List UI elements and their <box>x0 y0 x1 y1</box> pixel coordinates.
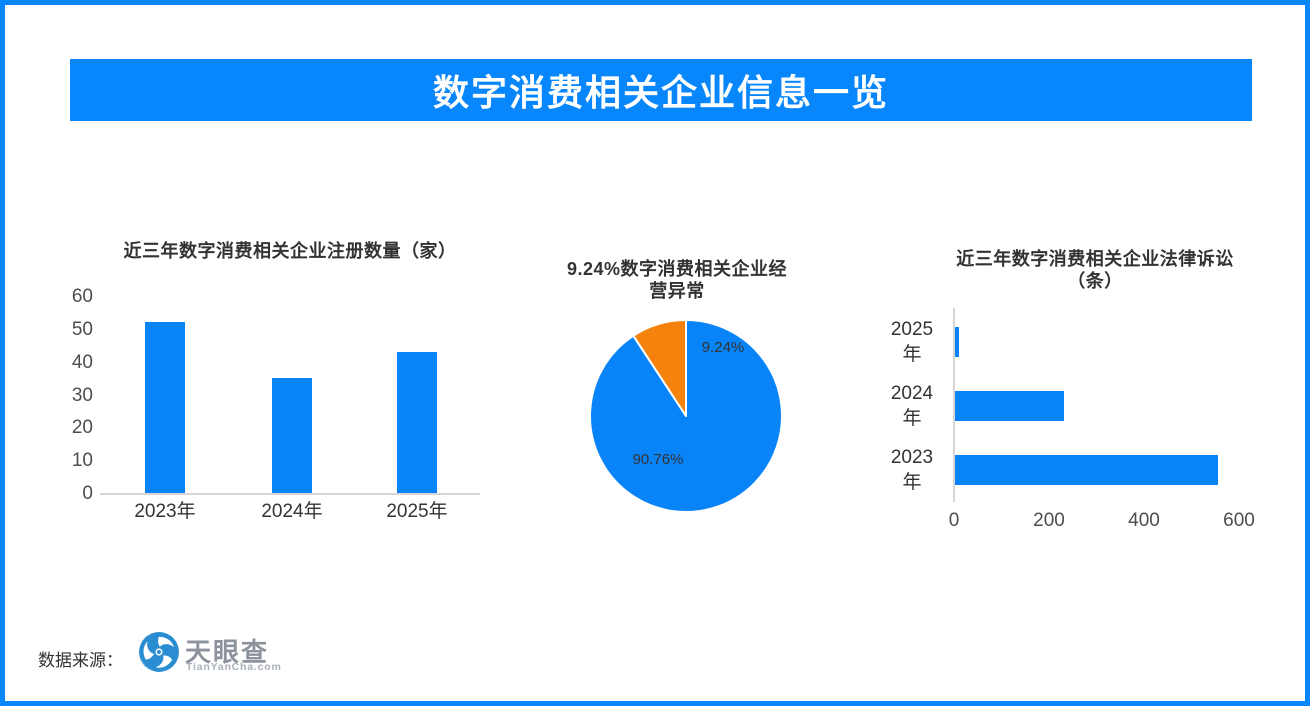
data-source-label: 数据来源： <box>38 651 123 670</box>
y-tick-label: 10 <box>71 450 93 472</box>
y-category-label: 2023年 <box>890 447 934 493</box>
x-category-label: 2024年 <box>261 501 323 522</box>
bar-2024年 <box>272 378 312 493</box>
y-tick-label: 30 <box>71 384 93 406</box>
x-tick-label: 200 <box>1033 510 1065 531</box>
chart3-title: 近三年数字消费相关企业法律诉讼 （条） <box>945 248 1245 292</box>
y-tick-label: 20 <box>71 417 93 439</box>
x-axis-line <box>100 493 480 495</box>
y-axis-line <box>953 308 955 502</box>
tianyancha-logo-domain: TianYanCha.com <box>186 661 282 673</box>
chart2-title: 9.24%数字消费相关企业经 营异常 <box>557 258 797 302</box>
chart2-title-line2: 营异常 <box>649 281 705 301</box>
chart3-title-line1: 近三年数字消费相关企业法律诉讼 <box>956 249 1234 269</box>
y-tick-label: 40 <box>71 351 93 373</box>
bar-2025年 <box>397 351 437 493</box>
x-tick-label: 400 <box>1128 510 1160 531</box>
x-category-label: 2025年 <box>386 501 448 522</box>
y-category-label: 2024年 <box>890 383 934 429</box>
abnormal-operation-pie-chart <box>589 319 783 513</box>
x-tick-label: 600 <box>1223 510 1255 531</box>
bar-2023年 <box>955 455 1218 485</box>
bar-2023年 <box>145 322 185 493</box>
bar-2025年 <box>955 327 959 357</box>
banner: 数字消费相关企业信息一览 <box>70 59 1252 121</box>
pie-slice-9.24% <box>632 319 687 417</box>
chart2-title-line1: 9.24%数字消费相关企业经 <box>566 259 788 279</box>
bar-2024年 <box>955 391 1065 421</box>
pie-slice-90.76% <box>589 319 783 513</box>
y-tick-label: 0 <box>82 483 93 504</box>
tianyancha-aperture-eye-icon <box>139 632 179 672</box>
x-category-label: 2023年 <box>134 501 196 522</box>
pie-label-orange-slice: 9.24% <box>701 339 745 356</box>
x-tick-label: 0 <box>948 510 960 531</box>
pie-label-blue-slice: 90.76% <box>632 451 684 468</box>
chart3-title-line2: （条） <box>1067 271 1123 291</box>
tianyancha-logo-name: 天眼查 <box>185 637 270 667</box>
y-category-label: 2025年 <box>890 319 934 365</box>
chart1-title: 近三年数字消费相关企业注册数量（家） <box>123 241 457 261</box>
page-title: 数字消费相关企业信息一览 <box>432 72 889 113</box>
y-tick-label: 60 <box>71 286 93 307</box>
y-tick-label: 50 <box>71 318 93 340</box>
